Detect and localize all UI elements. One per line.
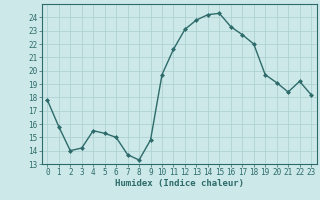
X-axis label: Humidex (Indice chaleur): Humidex (Indice chaleur) [115,179,244,188]
